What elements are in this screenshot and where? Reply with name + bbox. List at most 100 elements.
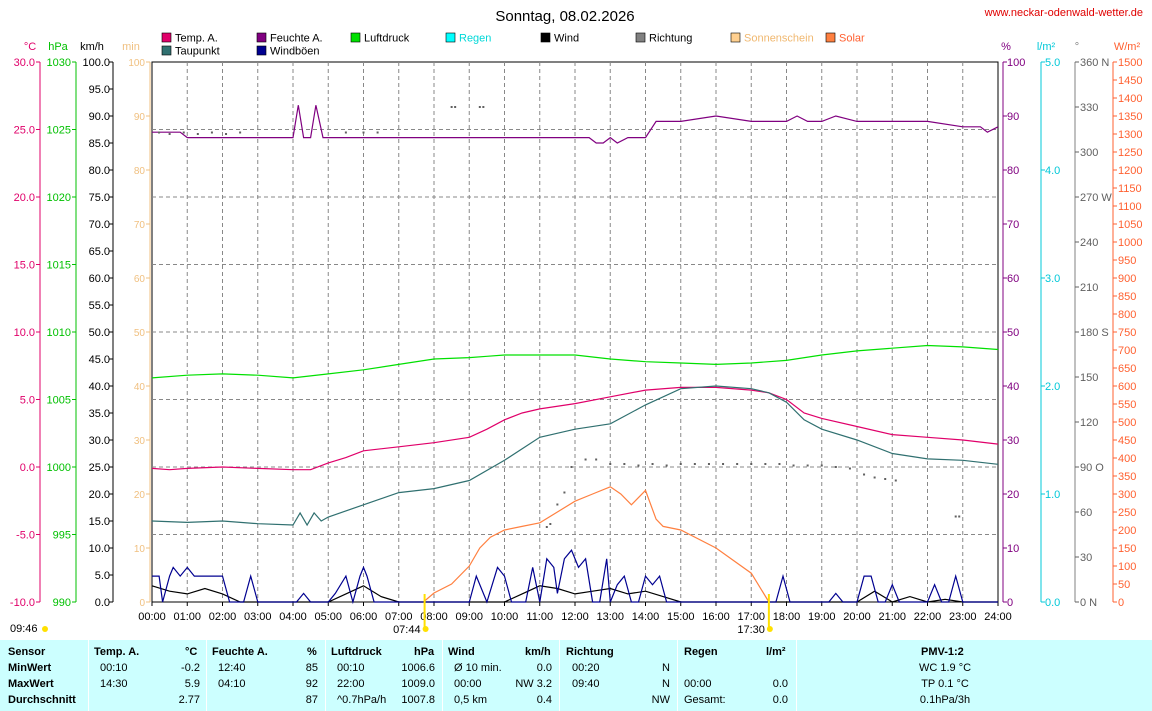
stat-temp-time: 00:10 <box>100 662 128 674</box>
y-tick-label-sun: 90 <box>134 112 146 123</box>
stat-hum-val: 87 <box>305 694 318 706</box>
y-tick-label-solar: 1300 <box>1118 129 1142 141</box>
y-tick-label-press: 1005 <box>47 395 71 407</box>
y-tick-label-hum: 90 <box>1007 111 1019 123</box>
y-tick-label-dir: 120 <box>1080 417 1098 429</box>
y-tick-label-wind: 25.0 <box>89 462 110 474</box>
direction-dot <box>225 133 228 135</box>
y-tick-label-solar: 1400 <box>1118 93 1142 105</box>
legend-label: Wind <box>554 33 579 45</box>
site-url: www.neckar-odenwald-wetter.de <box>984 7 1143 19</box>
y-tick-label-solar: 800 <box>1118 309 1136 321</box>
series-line-solar <box>423 486 770 603</box>
legend-swatch <box>256 32 267 43</box>
y-tick-label-wind: 95.0 <box>89 84 110 96</box>
stat-press-val: 1006.6 <box>401 662 435 674</box>
y-tick-label-hum: 80 <box>1007 165 1019 177</box>
y-tick-label-solar: 450 <box>1118 435 1136 447</box>
stat-rain-time: Gesamt: <box>684 694 726 706</box>
x-tick-label: 05:00 <box>314 611 342 623</box>
y-tick-label-solar: 500 <box>1118 417 1136 429</box>
y-tick-label-temp: 5.0 <box>20 395 35 407</box>
stat-label: MaxWert <box>8 678 54 690</box>
sun-duration-label: 09:46 <box>10 623 38 635</box>
direction-dot <box>679 463 682 465</box>
y-tick-label-sun: 10 <box>134 544 146 555</box>
y-tick-label-wind: 75.0 <box>89 192 110 204</box>
series-line-luftdruck <box>151 344 999 379</box>
legend-swatch <box>445 32 456 43</box>
series-line-windben <box>152 549 998 605</box>
y-tick-label-sun: 60 <box>134 274 146 285</box>
y-tick-label-hum: 10 <box>1007 543 1019 555</box>
stat-dir-val: N <box>662 662 670 674</box>
y-tick-label-solar: 0 <box>1118 597 1124 609</box>
stat-temp-val: -0.2 <box>181 662 200 674</box>
y-tick-label-wind: 70.0 <box>89 219 110 231</box>
y-tick-label-rain: 2.0 <box>1045 381 1060 393</box>
y-tick-label-hum: 0 <box>1007 597 1013 609</box>
direction-dot <box>863 473 866 476</box>
hdr-temp: Temp. A. <box>94 646 140 658</box>
y-tick-label-temp: 25.0 <box>14 125 35 137</box>
stat-press-time: 00:10 <box>337 662 365 674</box>
y-tick-label-hum: 70 <box>1007 219 1019 231</box>
x-tick-label: 04:00 <box>279 611 307 623</box>
legend-label: Richtung <box>649 33 692 45</box>
direction-dot <box>778 463 781 465</box>
y-tick-label-wind: 90.0 <box>89 111 110 123</box>
direction-dot <box>623 463 626 465</box>
stat-pmv: WC 1.9 °C <box>918 662 972 674</box>
legend-swatch <box>161 32 172 43</box>
legend-swatch <box>350 32 361 43</box>
unit-label-press: hPa <box>48 41 68 53</box>
stat-dir-time: 09:40 <box>572 678 600 690</box>
unit-label-dir: ° <box>1075 41 1079 53</box>
y-tick-label-wind: 15.0 <box>89 516 110 528</box>
y-tick-label-solar: 1050 <box>1118 219 1142 231</box>
y-tick-label-hum: 100 <box>1007 57 1025 69</box>
y-tick-label-solar: 750 <box>1118 327 1136 339</box>
y-tick-label-press: 1015 <box>47 260 71 272</box>
y-tick-label-wind: 65.0 <box>89 246 110 258</box>
y-tick-label-press: 995 <box>53 530 71 542</box>
hdr-rain-unit: l/m² <box>766 646 786 658</box>
legend-swatch <box>635 32 646 43</box>
y-tick-label-sun: 40 <box>134 382 146 393</box>
stat-label: Durchschnitt <box>8 694 76 706</box>
y-tick-label-dir: 90 O <box>1080 462 1104 474</box>
statistics-table: Sensor Temp. A. °C Feuchte A. % Luftdruc… <box>0 640 1152 711</box>
y-tick-label-hum: 40 <box>1007 381 1019 393</box>
stat-press-val: 1007.8 <box>401 694 435 706</box>
legend-label: Taupunkt <box>175 46 220 58</box>
y-tick-label-hum: 30 <box>1007 435 1019 447</box>
direction-dot <box>595 458 598 461</box>
y-tick-label-solar: 950 <box>1118 255 1136 267</box>
y-tick-label-press: 1020 <box>47 192 71 204</box>
direction-dot <box>764 463 767 465</box>
legend-label: Solar <box>839 33 865 45</box>
x-tick-label: 24:00 <box>984 611 1012 623</box>
stat-temp-time: 14:30 <box>100 678 128 690</box>
direction-dot <box>454 106 457 108</box>
x-tick-label: 16:00 <box>702 611 730 623</box>
y-tick-label-solar: 700 <box>1118 345 1136 357</box>
x-tick-label: 14:00 <box>632 611 660 623</box>
sun-icon <box>422 626 429 632</box>
y-tick-label-solar: 1100 <box>1118 201 1142 213</box>
weather-chart: Sonntag, 08.02.2026 www.neckar-odenwald-… <box>10 7 1143 636</box>
y-tick-label-wind: 40.0 <box>89 381 110 393</box>
y-tick-label-wind: 30.0 <box>89 435 110 447</box>
y-tick-label-wind: 55.0 <box>89 300 110 312</box>
x-tick-label: 07:00 <box>385 611 413 623</box>
y-tick-label-wind: 80.0 <box>89 165 110 177</box>
x-tick-label: 20:00 <box>843 611 871 623</box>
direction-dot <box>894 479 897 482</box>
unit-label-sun: min <box>122 41 140 53</box>
direction-dot <box>482 106 485 108</box>
y-tick-label-sun: 100 <box>128 58 145 69</box>
y-tick-label-wind: 35.0 <box>89 408 110 420</box>
y-tick-label-press: 1030 <box>47 57 71 69</box>
y-tick-label-solar: 1150 <box>1118 183 1142 195</box>
y-tick-label-wind: 5.0 <box>95 570 110 582</box>
